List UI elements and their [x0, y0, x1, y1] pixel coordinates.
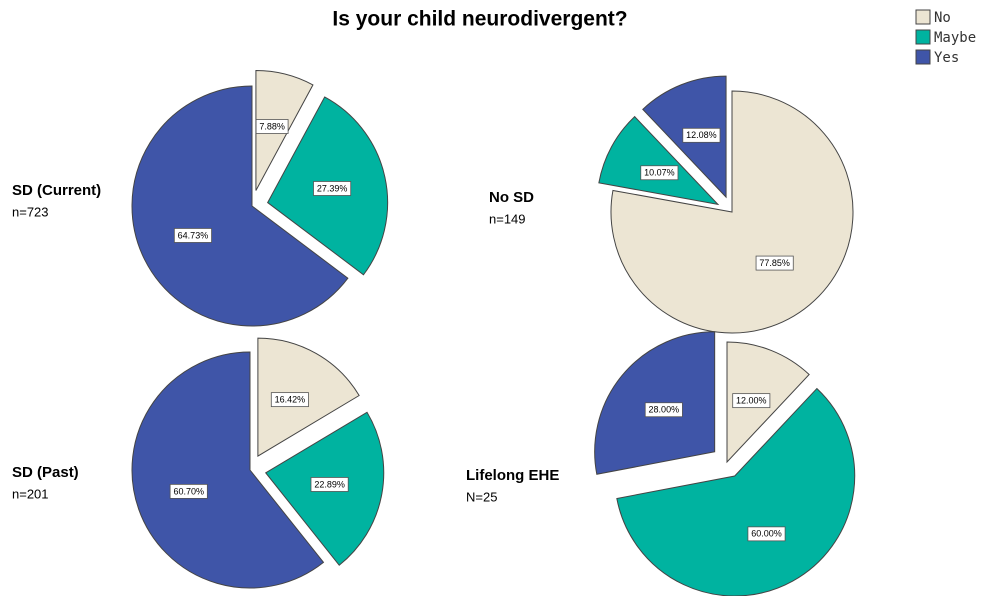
value-label-box	[270, 392, 309, 408]
legend-swatch	[915, 29, 931, 45]
value-label-box	[644, 402, 683, 418]
legend-label: Maybe	[934, 30, 976, 46]
pie-title: SD (Current)	[12, 182, 101, 199]
value-label-box	[732, 393, 771, 409]
value-label: 16.42%	[275, 395, 306, 405]
value-label-box	[682, 127, 721, 143]
value-label: 12.08%	[686, 130, 717, 140]
value-label-box	[755, 255, 794, 271]
legend-label: No	[934, 10, 951, 26]
value-label-box	[255, 119, 289, 134]
value-label: 60.70%	[173, 486, 204, 496]
pie-slice	[598, 115, 720, 206]
legend-label: Yes	[934, 50, 959, 66]
value-label: 28.00%	[649, 405, 680, 415]
value-label: 22.89%	[314, 479, 345, 489]
pie-subtitle: n=723	[12, 204, 49, 219]
value-label-box	[310, 477, 349, 492]
value-label: 10.07%	[644, 168, 675, 178]
value-label-box	[747, 526, 786, 542]
pie-title: Lifelong EHE	[466, 467, 559, 484]
pie-title: SD (Past)	[12, 464, 79, 481]
value-label: 12.00%	[736, 396, 767, 406]
pie-title: No SD	[489, 189, 534, 206]
chart-title: Is your child neurodivergent?	[332, 8, 627, 31]
pie-subtitle: n=149	[489, 211, 526, 226]
legend-swatch	[915, 49, 931, 65]
pie-subtitle: N=25	[466, 489, 497, 504]
value-label-box	[640, 165, 679, 181]
value-label: 64.73%	[178, 230, 209, 240]
pie-slice	[610, 90, 854, 334]
value-label: 60.00%	[751, 529, 782, 539]
value-label-box	[169, 483, 208, 499]
value-label: 7.88%	[259, 121, 285, 131]
value-label: 27.39%	[317, 183, 348, 193]
legend-swatch	[915, 9, 931, 25]
pie-slice	[131, 85, 349, 327]
value-label-box	[313, 181, 352, 196]
pie-slice	[131, 351, 325, 589]
pie-subtitle: n=201	[12, 486, 49, 501]
value-label: 77.85%	[759, 258, 790, 268]
value-label-box	[173, 228, 212, 243]
pie-slice	[616, 387, 856, 596]
